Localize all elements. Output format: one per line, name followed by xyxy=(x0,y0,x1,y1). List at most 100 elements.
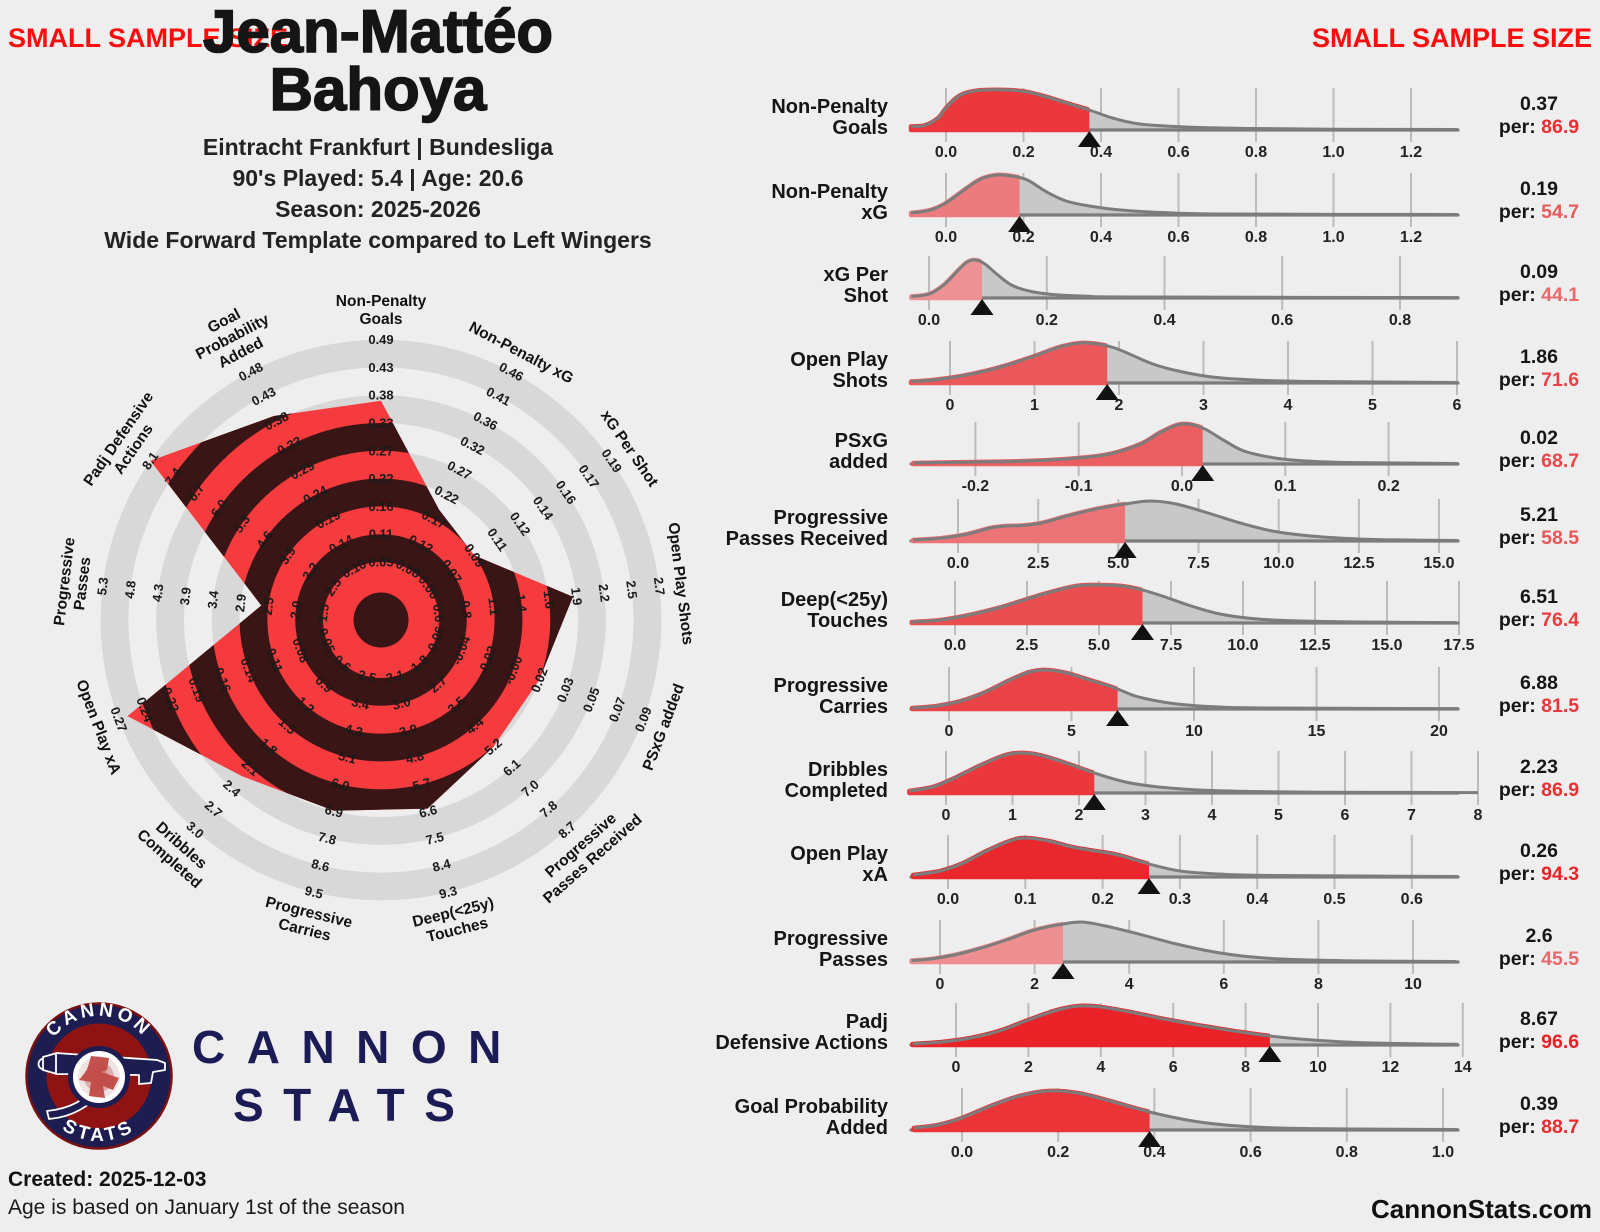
svg-text:8.4: 8.4 xyxy=(431,856,453,875)
svg-text:6.88: 6.88 xyxy=(1520,672,1558,694)
svg-text:0.1: 0.1 xyxy=(1274,478,1296,495)
svg-text:8.67: 8.67 xyxy=(1520,1008,1558,1030)
svg-text:0.4: 0.4 xyxy=(1153,312,1175,329)
svg-text:Progressive: Progressive xyxy=(773,675,888,697)
svg-text:per: 44.1: per: 44.1 xyxy=(1499,284,1579,306)
svg-text:3: 3 xyxy=(1199,397,1208,414)
svg-text:0.11: 0.11 xyxy=(369,527,394,542)
svg-text:0.4: 0.4 xyxy=(1246,891,1268,908)
svg-text:3.9: 3.9 xyxy=(177,586,194,606)
svg-text:0.4: 0.4 xyxy=(1090,229,1112,246)
svg-text:5.3: 5.3 xyxy=(94,576,111,596)
svg-text:5.0: 5.0 xyxy=(1107,555,1129,572)
svg-text:per: 76.4: per: 76.4 xyxy=(1499,609,1579,631)
svg-text:6.0: 6.0 xyxy=(330,775,351,794)
svg-text:SMALL SAMPLE SIZE: SMALL SAMPLE SIZE xyxy=(8,23,288,53)
svg-text:3.9: 3.9 xyxy=(398,721,419,740)
svg-text:Bahoya: Bahoya xyxy=(270,56,487,123)
svg-text:xG Per: xG Per xyxy=(824,264,889,286)
svg-text:2: 2 xyxy=(1030,976,1039,993)
svg-text:0.0: 0.0 xyxy=(937,891,959,908)
svg-text:0.3: 0.3 xyxy=(1169,891,1191,908)
svg-text:2.2: 2.2 xyxy=(596,583,613,603)
svg-text:7.5: 7.5 xyxy=(424,829,445,848)
svg-text:0.22: 0.22 xyxy=(368,471,393,486)
svg-text:Goal Probability: Goal Probability xyxy=(735,1096,889,1118)
svg-text:0.2: 0.2 xyxy=(1012,144,1034,161)
svg-text:2.5: 2.5 xyxy=(623,580,640,600)
svg-text:per: 45.5: per: 45.5 xyxy=(1499,948,1579,970)
svg-text:0.27: 0.27 xyxy=(368,443,393,458)
svg-text:0.09: 0.09 xyxy=(1520,261,1558,283)
svg-text:2.1: 2.1 xyxy=(384,667,405,686)
svg-text:8: 8 xyxy=(1474,807,1483,824)
svg-text:Deep(<25y): Deep(<25y) xyxy=(781,589,888,611)
svg-text:xA: xA xyxy=(862,864,888,886)
svg-text:0.2: 0.2 xyxy=(1091,891,1113,908)
svg-text:0.6: 0.6 xyxy=(1167,144,1189,161)
svg-text:9.3: 9.3 xyxy=(438,883,459,902)
svg-text:xG: xG xyxy=(861,202,888,224)
svg-text:0.2: 0.2 xyxy=(1012,229,1034,246)
svg-text:12: 12 xyxy=(1382,1059,1400,1076)
svg-text:9.5: 9.5 xyxy=(303,883,324,902)
svg-text:0.0: 0.0 xyxy=(935,144,957,161)
svg-text:Non-Penalty: Non-Penalty xyxy=(771,96,889,118)
svg-text:Padj: Padj xyxy=(846,1011,888,1033)
svg-text:Progressive: Progressive xyxy=(773,928,888,950)
svg-text:Added: Added xyxy=(826,1117,888,1139)
svg-text:12.5: 12.5 xyxy=(1299,637,1330,654)
svg-text:Passes: Passes xyxy=(819,949,888,971)
svg-text:Touches: Touches xyxy=(807,610,888,632)
svg-text:-0.1: -0.1 xyxy=(1065,478,1093,495)
svg-text:0.2: 0.2 xyxy=(1377,478,1399,495)
svg-text:17.5: 17.5 xyxy=(1443,637,1474,654)
svg-text:3.0: 3.0 xyxy=(391,694,412,713)
svg-text:per: 94.3: per: 94.3 xyxy=(1499,863,1579,885)
svg-text:per: 54.7: per: 54.7 xyxy=(1499,201,1579,223)
svg-text:0.16: 0.16 xyxy=(368,499,393,514)
svg-text:2.9: 2.9 xyxy=(232,593,249,613)
svg-text:0.1: 0.1 xyxy=(1014,891,1036,908)
svg-text:Goals: Goals xyxy=(832,117,888,139)
svg-text:10: 10 xyxy=(1404,976,1422,993)
svg-text:0: 0 xyxy=(936,976,945,993)
svg-text:0.6: 0.6 xyxy=(1239,1144,1261,1161)
svg-text:12.5: 12.5 xyxy=(1343,555,1374,572)
svg-text:0: 0 xyxy=(942,807,951,824)
svg-text:0.8: 0.8 xyxy=(458,600,475,620)
svg-text:0.0: 0.0 xyxy=(951,1144,973,1161)
svg-text:90's Played: 5.4 | Age: 20.6: 90's Played: 5.4 | Age: 20.6 xyxy=(232,165,523,191)
svg-text:3: 3 xyxy=(1141,807,1150,824)
svg-text:0.19: 0.19 xyxy=(1520,178,1558,200)
svg-text:2.6: 2.6 xyxy=(1525,925,1552,947)
svg-text:0.4: 0.4 xyxy=(1143,1144,1165,1161)
svg-text:10: 10 xyxy=(1309,1059,1327,1076)
svg-text:1.5: 1.5 xyxy=(315,603,332,623)
svg-text:Dribbles: Dribbles xyxy=(808,759,888,781)
svg-text:7.5: 7.5 xyxy=(1160,637,1182,654)
svg-text:0.37: 0.37 xyxy=(1520,93,1558,115)
svg-text:per: 71.6: per: 71.6 xyxy=(1499,369,1579,391)
svg-text:0.8: 0.8 xyxy=(1245,144,1267,161)
svg-text:5.21: 5.21 xyxy=(1520,504,1558,526)
svg-text:0.6: 0.6 xyxy=(1271,312,1293,329)
svg-text:1.6: 1.6 xyxy=(540,590,557,610)
svg-text:0.26: 0.26 xyxy=(1520,840,1558,862)
svg-text:Jean-Mattéo: Jean-Mattéo xyxy=(203,0,553,65)
svg-text:0.2: 0.2 xyxy=(1047,1144,1069,1161)
svg-text:0.0: 0.0 xyxy=(1171,478,1193,495)
svg-text:10.0: 10.0 xyxy=(1227,637,1258,654)
svg-text:2: 2 xyxy=(1115,397,1124,414)
svg-text:1.0: 1.0 xyxy=(1432,1144,1454,1161)
svg-text:0.8: 0.8 xyxy=(1245,229,1267,246)
svg-text:15.0: 15.0 xyxy=(1423,555,1454,572)
svg-text:Season: 2025-2026: Season: 2025-2026 xyxy=(275,196,481,222)
svg-text:5.7: 5.7 xyxy=(411,775,432,794)
svg-text:10: 10 xyxy=(1185,723,1203,740)
svg-text:0.2: 0.2 xyxy=(1036,312,1058,329)
svg-text:2: 2 xyxy=(1075,807,1084,824)
svg-text:6: 6 xyxy=(1453,397,1462,414)
svg-text:added: added xyxy=(829,451,888,473)
svg-text:4: 4 xyxy=(1096,1059,1105,1076)
